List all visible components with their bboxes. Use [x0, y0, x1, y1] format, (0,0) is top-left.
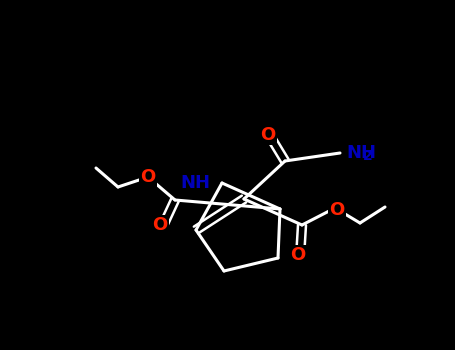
Text: O: O — [290, 246, 306, 264]
Text: O: O — [141, 168, 156, 186]
Text: NH: NH — [346, 144, 376, 162]
Text: NH: NH — [180, 174, 210, 192]
Text: O: O — [152, 216, 167, 234]
Text: O: O — [329, 201, 344, 219]
Text: 2: 2 — [363, 149, 373, 163]
Text: O: O — [260, 126, 276, 144]
